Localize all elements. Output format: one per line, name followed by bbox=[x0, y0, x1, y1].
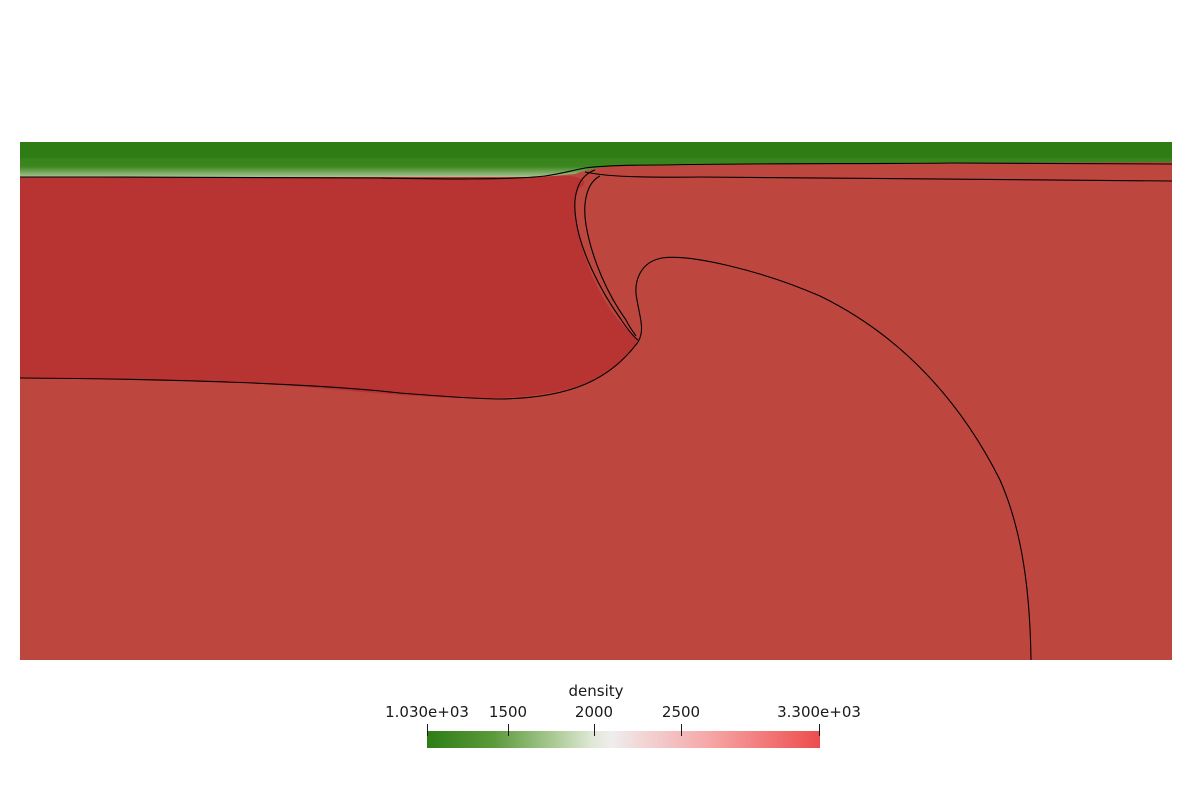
slab-top-contour bbox=[584, 171, 1173, 182]
colorbar-tick bbox=[819, 724, 820, 736]
density-colorbar bbox=[427, 731, 820, 748]
colorbar-title: density bbox=[568, 682, 624, 700]
colorbar-tick bbox=[594, 724, 595, 736]
colorbar-tick bbox=[508, 724, 509, 736]
plate-base-contour bbox=[19, 341, 639, 400]
colorbar-tick-label: 2000 bbox=[574, 703, 614, 721]
slab-inner-contour bbox=[584, 175, 637, 337]
colorbar-tick-label: 2500 bbox=[661, 703, 701, 721]
seafloor-contour bbox=[20, 162, 1173, 180]
colorbar-tick bbox=[681, 724, 682, 736]
slab-outer-contour bbox=[574, 169, 639, 341]
colorbar-tick-label: 1.030e+03 bbox=[385, 703, 469, 721]
colorbar-tick-label: 1500 bbox=[488, 703, 528, 721]
colorbar-tick bbox=[427, 724, 428, 736]
colorbar-tick-label: 3.300e+03 bbox=[777, 703, 861, 721]
upper-plate-region bbox=[20, 176, 638, 399]
plume-contour bbox=[635, 256, 1032, 661]
ocean-surface bbox=[20, 142, 1172, 158]
